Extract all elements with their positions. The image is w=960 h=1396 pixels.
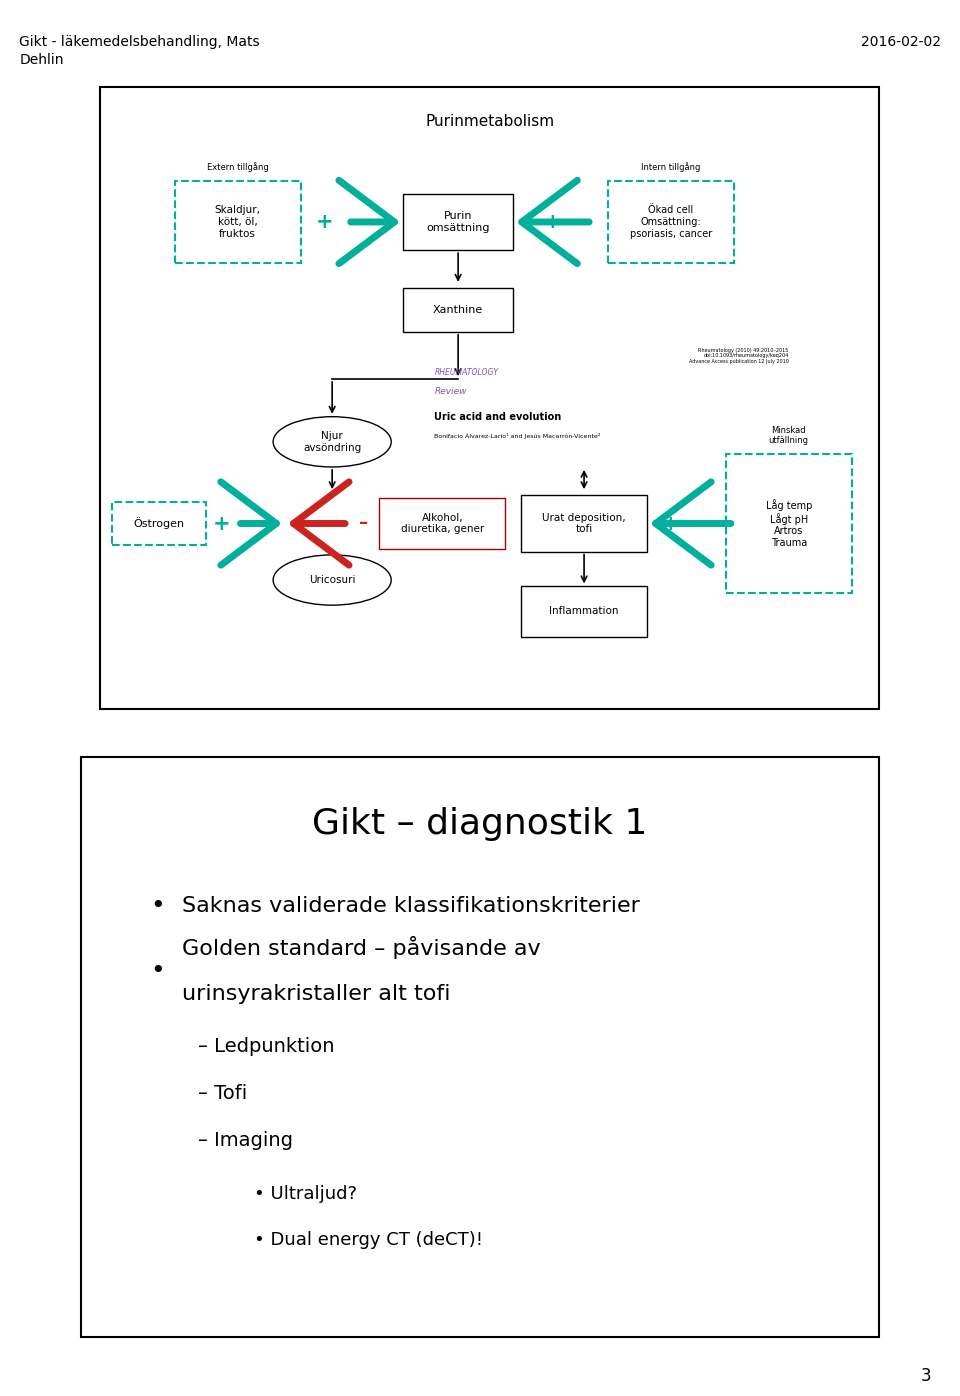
Text: Låg temp
Lågt pH
Artros
Trauma: Låg temp Lågt pH Artros Trauma [765, 498, 812, 549]
Text: • Ultraljud?: • Ultraljud? [254, 1185, 357, 1202]
Text: urinsyrakristaller alt tofi: urinsyrakristaller alt tofi [181, 984, 450, 1004]
Text: Njur
avsöndring: Njur avsöndring [303, 431, 361, 452]
Text: Minskad
utfällning: Minskad utfällning [769, 426, 808, 445]
Text: 2016-02-02: 2016-02-02 [861, 35, 941, 49]
Text: Golden standard – påvisande av: Golden standard – påvisande av [181, 935, 540, 959]
FancyBboxPatch shape [100, 87, 879, 709]
FancyBboxPatch shape [403, 288, 514, 332]
Text: Purin
omsättning: Purin omsättning [426, 211, 490, 233]
Text: +: + [543, 212, 562, 232]
Text: Skaldjur,
kött, öl,
fruktos: Skaldjur, kött, öl, fruktos [215, 205, 261, 239]
Text: +: + [213, 514, 230, 533]
Ellipse shape [273, 554, 392, 606]
Text: Saknas validerade klassifikationskriterier: Saknas validerade klassifikationskriteri… [181, 896, 639, 916]
Text: Alkohol,
diuretika, gener: Alkohol, diuretika, gener [400, 512, 484, 535]
Text: Inflammation: Inflammation [549, 606, 619, 617]
FancyBboxPatch shape [608, 181, 733, 262]
Text: 3: 3 [921, 1367, 931, 1385]
Text: – Ledpunktion: – Ledpunktion [198, 1037, 334, 1057]
Text: Uric acid and evolution: Uric acid and evolution [435, 412, 562, 422]
Ellipse shape [273, 416, 392, 468]
Text: –: – [359, 515, 369, 532]
Text: Östrogen: Östrogen [133, 518, 184, 529]
Text: Intern tillgång: Intern tillgång [641, 162, 701, 172]
Text: Bonifacio Álvarez-Lario¹ and Jesús Macarrón-Vicente²: Bonifacio Álvarez-Lario¹ and Jesús Macar… [435, 433, 601, 438]
Text: Rheumatology (2010) 49:2010–2015
doi:10.1093/rheumatology/keq204
Advance Access : Rheumatology (2010) 49:2010–2015 doi:10.… [689, 348, 789, 364]
Text: Gikt - läkemedelsbehandling, Mats: Gikt - läkemedelsbehandling, Mats [19, 35, 260, 49]
FancyBboxPatch shape [403, 194, 514, 250]
FancyBboxPatch shape [175, 181, 300, 262]
Text: •: • [150, 959, 165, 983]
Text: – Tofi: – Tofi [198, 1085, 247, 1103]
Text: Uricosuri: Uricosuri [309, 575, 355, 585]
Text: Ökad cell
Omsättning:
psoriasis, cancer: Ökad cell Omsättning: psoriasis, cancer [630, 205, 711, 239]
Text: RHEUMATOLOGY: RHEUMATOLOGY [435, 369, 498, 377]
FancyBboxPatch shape [396, 348, 710, 524]
Text: Extern tillgång: Extern tillgång [206, 162, 269, 172]
FancyBboxPatch shape [379, 498, 505, 549]
Text: Gikt – diagnostik 1: Gikt – diagnostik 1 [312, 807, 648, 842]
Text: +: + [316, 212, 333, 232]
Text: – Imaging: – Imaging [198, 1131, 293, 1150]
Text: Purinmetabolism: Purinmetabolism [425, 114, 554, 128]
Text: Dehlin: Dehlin [19, 53, 63, 67]
FancyBboxPatch shape [521, 586, 647, 637]
Text: • Dual energy CT (deCT)!: • Dual energy CT (deCT)! [254, 1231, 483, 1249]
Text: Xanthine: Xanthine [433, 304, 483, 315]
Text: •: • [150, 895, 165, 919]
Text: Urat deposition,
tofi: Urat deposition, tofi [542, 512, 626, 535]
FancyBboxPatch shape [521, 496, 647, 551]
FancyBboxPatch shape [111, 501, 206, 546]
Text: Review: Review [435, 387, 467, 396]
FancyBboxPatch shape [81, 757, 879, 1337]
FancyBboxPatch shape [726, 455, 852, 592]
Text: +: + [661, 514, 680, 533]
